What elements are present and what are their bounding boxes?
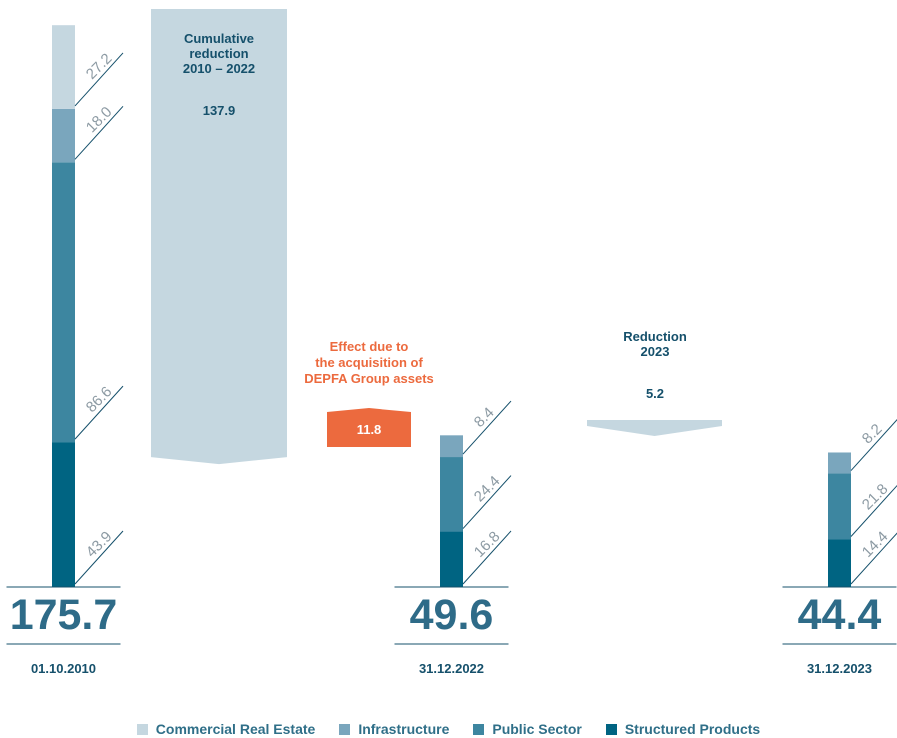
bar-segment-01-10-2010-commercial-real-estate [52,25,75,109]
segment-value-label: 8.2 [859,421,886,448]
legend-item-structured-products: Structured Products [605,721,761,737]
increase-arrow-value: 11.8 [357,422,382,437]
column-date-label: 31.12.2023 [807,661,872,676]
bar-segment-31-12-2022-infrastructure [440,435,463,458]
reduction-arrow-value: 137.9 [203,103,236,118]
label-leader-line [850,484,897,537]
segment-value-label: 86.6 [83,383,116,416]
legend-label-structured-products: Structured Products [624,721,761,737]
label-leader-line [74,385,124,440]
increase-arrow-text: the acquisition of [315,355,423,370]
reduction-2023-value: 5.2 [646,386,664,401]
column-date-label: 31.12.2022 [419,661,484,676]
reduction-arrow-2010-2022 [151,9,287,465]
column-date-label: 01.10.2010 [31,661,96,676]
label-leader-line [462,400,512,455]
legend-label-commercial-real-estate: Commercial Real Estate [155,721,316,737]
segment-value-label: 18.0 [83,104,116,137]
column-total-label: 44.4 [798,591,882,639]
segment-value-label: 24.4 [471,473,504,506]
increase-arrow-text: DEPFA Group assets [304,371,434,386]
segment-value-label: 14.4 [859,528,892,561]
column-total-label: 175.7 [10,591,118,639]
legend-swatch-structured-products [605,723,617,735]
segment-value-label: 8.4 [471,404,498,431]
legend-swatch-public-sector [473,723,485,735]
waterfall-chart: 43.9 86.6 18.0 27.2 175.7 01.10.2010 16.8 24.4 8… [6,9,897,676]
legend: Commercial Real Estate Infrastructure Pu… [0,720,897,738]
label-leader-line [850,532,897,585]
bar-segment-31-12-2023-structured-products [828,539,851,587]
label-leader-line [462,530,512,585]
legend-item-public-sector: Public Sector [473,721,582,737]
legend-swatch-infrastructure [339,723,351,735]
reduction-2023-text: 2023 [641,344,670,359]
legend-item-commercial-real-estate: Commercial Real Estate [136,721,316,737]
increase-arrow-depfa [327,408,411,447]
reduction-arrow-text: Cumulative [184,31,254,46]
bar-segment-01-10-2010-structured-products [52,442,75,587]
bar-segment-31-12-2022-public-sector [440,457,463,532]
segment-value-label: 27.2 [83,50,116,83]
legend-label-public-sector: Public Sector [492,721,582,737]
label-leader-line [74,52,124,107]
increase-arrow-text: Effect due to [330,339,409,354]
segment-value-label: 21.8 [859,481,892,514]
segment-value-label: 43.9 [83,528,116,561]
bar-segment-01-10-2010-public-sector [52,162,75,443]
reduction-arrow-text: reduction [189,46,248,61]
legend-swatch-commercial-real-estate [136,723,148,735]
bar-segment-31-12-2023-infrastructure [828,452,851,474]
reduction-arrow-text: 2010 – 2022 [183,61,255,76]
legend-label-infrastructure: Infrastructure [358,721,450,737]
segment-value-label: 16.8 [471,528,504,561]
bar-segment-01-10-2010-infrastructure [52,108,75,163]
label-leader-line [850,419,897,471]
label-leader-line [74,530,124,585]
reduction-2023-text: Reduction [623,329,687,344]
bar-segment-31-12-2023-public-sector [828,473,851,540]
label-leader-line [462,475,512,529]
legend-item-infrastructure: Infrastructure [339,721,449,737]
reduction-arrow-2023 [587,420,722,436]
label-leader-line [74,106,124,160]
column-total-label: 49.6 [410,591,494,639]
bar-segment-31-12-2022-structured-products [440,531,463,587]
